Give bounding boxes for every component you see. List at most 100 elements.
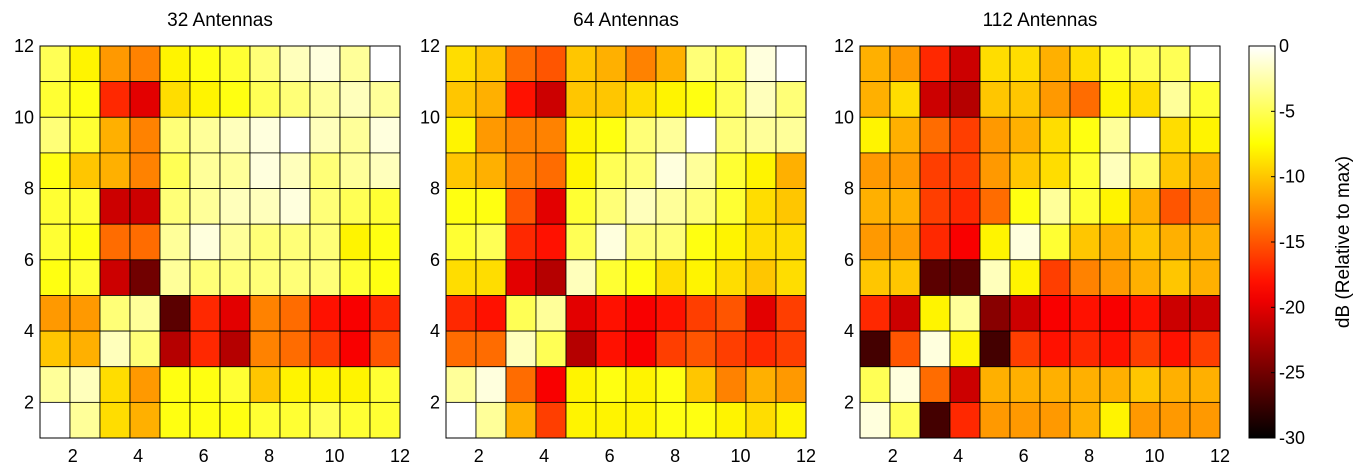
heatmap-cell [339,366,371,403]
heatmap-cell [505,401,537,439]
heatmap-cell [99,295,131,332]
heatmap-cell [69,188,101,225]
heatmap-cell [1129,116,1161,154]
heatmap-cell [369,45,401,83]
heatmap-cell [339,295,371,332]
heatmap-cell [475,366,507,403]
heatmap-cell [39,116,71,154]
heatmap-cell [889,152,921,189]
x-tick-label: 8 [264,446,274,466]
heatmap-cell [1159,366,1191,403]
heatmap-cell [309,81,341,118]
x-tick-label: 4 [539,446,549,466]
heatmap-cell [159,152,191,189]
heatmap-cell [1009,259,1041,296]
heatmap-cell [889,81,921,118]
heatmap-cell [1069,295,1101,332]
heatmap-cell [339,401,371,439]
colorbar: 0 -5 -10 -15 -20 -25 -30 dB (Relative to… [1248,36,1354,448]
x-tick-label: 6 [1019,446,1029,466]
heatmap-cell [655,223,687,261]
heatmap-cell [715,330,747,368]
heatmap-cells [39,45,401,439]
heatmap-cell [1159,295,1191,332]
heatmap-cell [69,152,101,189]
heatmap-cell [565,366,597,403]
heatmap-cell [159,330,191,368]
heatmap-cell [685,259,717,296]
x-tick-label: 12 [1210,446,1230,466]
heatmap-cell [1009,45,1041,83]
heatmap-cell [249,45,281,83]
heatmap-cell [859,295,891,332]
heatmap-cell [715,295,747,332]
heatmap-cell [129,295,161,332]
heatmap-cell [369,116,401,154]
heatmap-cell [279,116,311,154]
heatmap-cell [535,330,567,368]
heatmap-cell [949,116,981,154]
heatmap-cell [249,188,281,225]
heatmap-cell [889,259,921,296]
axes-border [39,45,401,439]
heatmap-cell [369,81,401,118]
heatmap-cell [69,366,101,403]
heatmap-cell [979,259,1011,296]
heatmap-cell [625,152,657,189]
heatmap-cell [1129,223,1161,261]
heatmap-cell [1129,295,1161,332]
heatmap-cell [39,401,71,439]
y-tick-label: 10 [420,107,440,127]
x-tick-label: 6 [605,446,615,466]
y-tick-labels: 2 4 6 8 10 12 [834,36,854,412]
heatmap-cell [129,401,161,439]
y-tick-label: 8 [430,179,440,199]
heatmap-cell [685,188,717,225]
heatmap-cell [535,401,567,439]
heatmap-cell [69,330,101,368]
heatmap-cell [949,401,981,439]
heatmap-cell [69,81,101,118]
heatmap-cell [919,152,951,189]
heatmap-cell [219,81,251,118]
y-tick-label: 2 [844,392,854,412]
heatmap-cell [979,152,1011,189]
heatmap-cell [685,366,717,403]
heatmap-cell [565,330,597,368]
heatmap-cell [475,81,507,118]
heatmap-cell [745,152,777,189]
heatmap-cell [595,45,627,83]
heatmap-cell [1159,188,1191,225]
heatmap-cell [219,223,251,261]
heatmap-cell [219,330,251,368]
heatmap-cell [715,188,747,225]
heatmap-cell [949,152,981,189]
heatmap-cell [595,223,627,261]
heatmap-cell [949,366,981,403]
heatmap-cell [775,295,807,332]
heatmap-cell [505,295,537,332]
heatmap-cell [625,188,657,225]
heatmap-cell [69,45,101,83]
x-tick-label: 10 [731,446,751,466]
heatmap-cell [859,45,891,83]
heatmap-cell [1039,45,1071,83]
heatmap-cell [1189,45,1221,83]
heatmap-cell [1129,152,1161,189]
colorbar-tick-label: -5 [1279,101,1295,121]
heatmap-cell [279,366,311,403]
heatmap-cell [159,259,191,296]
heatmap-cell [279,188,311,225]
heatmap-cell [1039,295,1071,332]
y-tick-label: 10 [834,107,854,127]
heatmap-cell [859,330,891,368]
x-tick-label: 12 [390,446,410,466]
heatmap-cell [979,81,1011,118]
heatmap-cell [189,401,221,439]
heatmap-cell [445,152,477,189]
heatmap-cell [949,81,981,118]
heatmap-cell [625,330,657,368]
heatmap-cell [445,223,477,261]
panel-title: 32 Antennas [167,10,273,31]
heatmap-cell [69,116,101,154]
